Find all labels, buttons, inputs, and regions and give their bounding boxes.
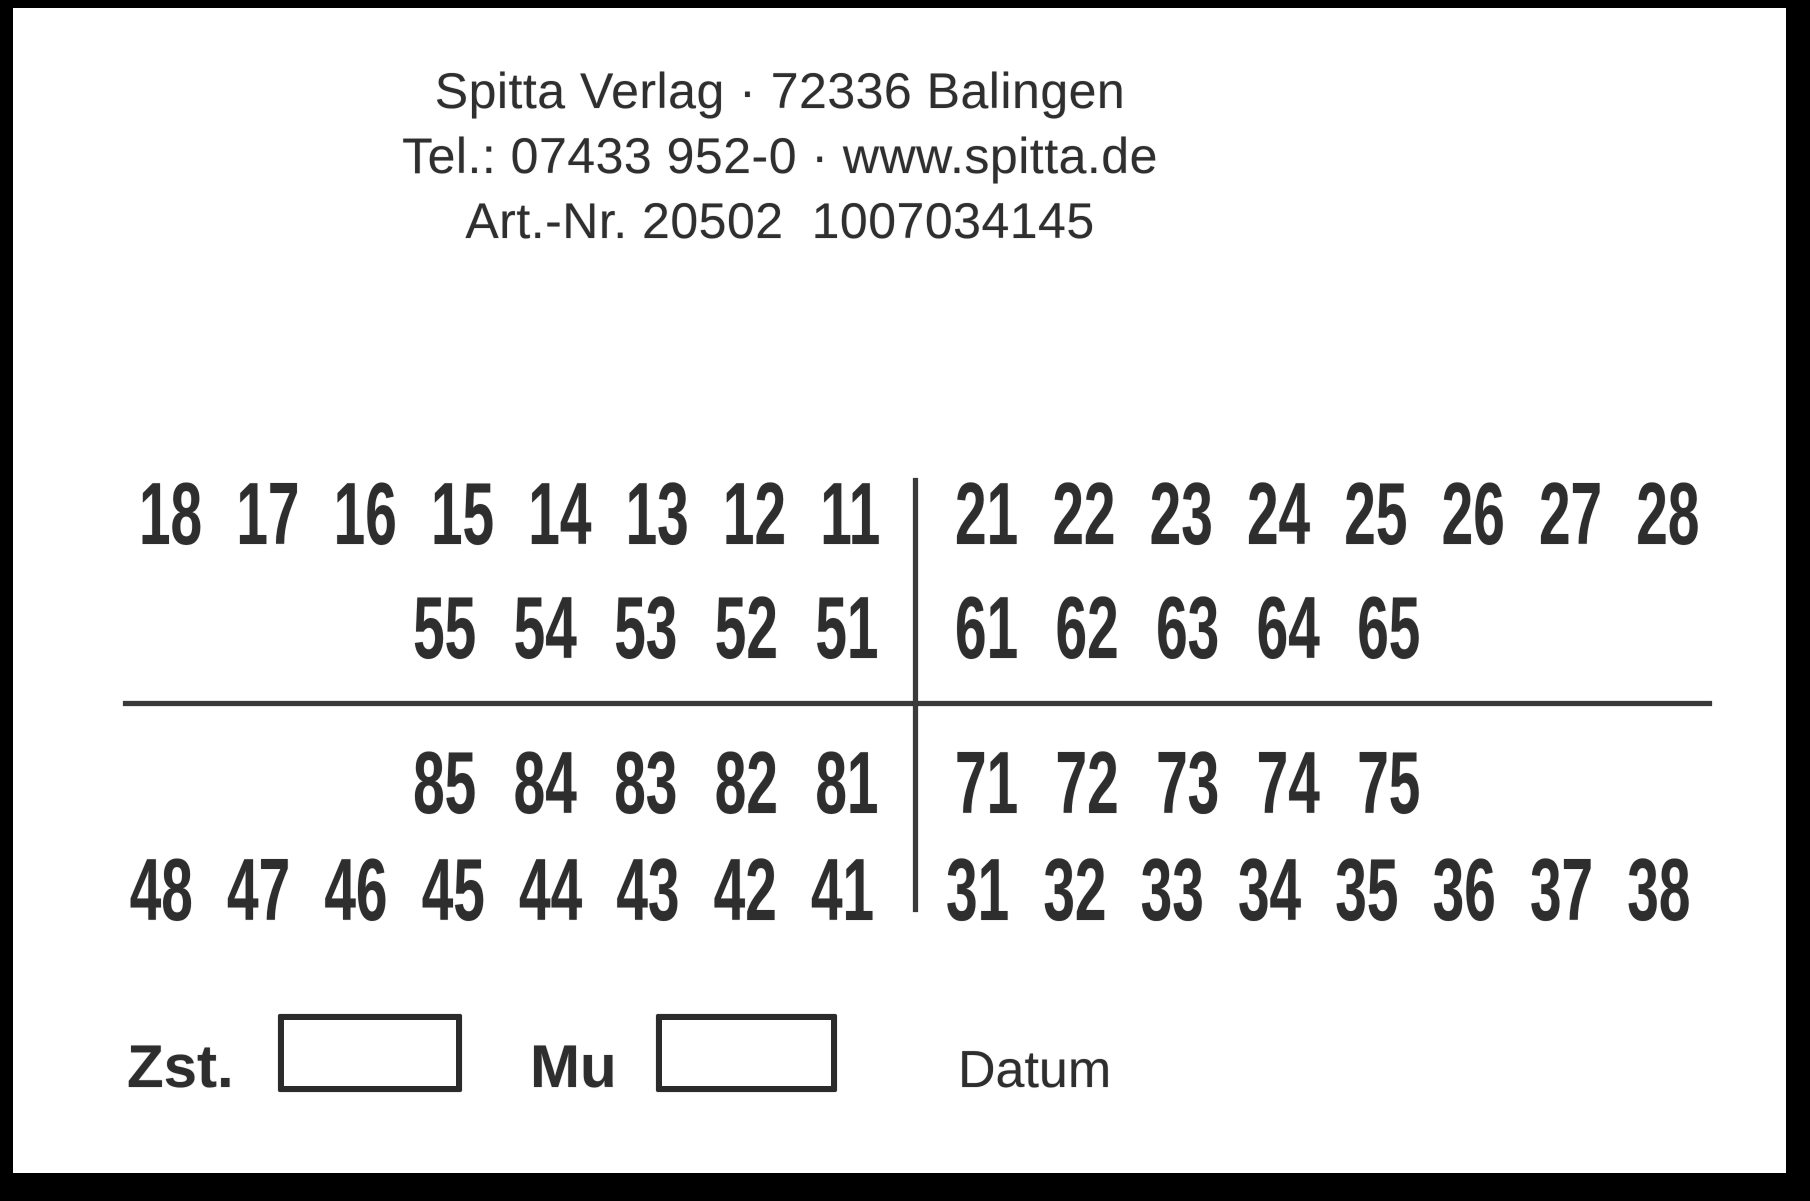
tooth-73: 73 bbox=[1156, 733, 1220, 832]
zst-field-box bbox=[278, 1014, 462, 1092]
tooth-61: 61 bbox=[955, 578, 1019, 677]
tooth-38: 38 bbox=[1627, 840, 1691, 939]
tooth-45: 45 bbox=[421, 840, 485, 939]
tooth-55: 55 bbox=[412, 578, 476, 677]
tooth-65: 65 bbox=[1357, 578, 1421, 677]
tooth-25: 25 bbox=[1344, 464, 1408, 563]
tooth-26: 26 bbox=[1441, 464, 1505, 563]
tooth-42: 42 bbox=[713, 840, 777, 939]
contact-line: Tel.: 07433 952-0 · www.spitta.de bbox=[402, 128, 1158, 184]
quadrant-divider-vertical bbox=[913, 478, 918, 912]
tooth-47: 47 bbox=[226, 840, 291, 939]
tooth-81: 81 bbox=[814, 733, 878, 832]
tooth-35: 35 bbox=[1335, 840, 1399, 939]
tooth-11: 11 bbox=[819, 464, 880, 563]
card-header: Spitta Verlag · 72336 Balingen Tel.: 074… bbox=[13, 59, 1547, 254]
article-number-line: Art.-Nr. 20502 1007034145 bbox=[13, 189, 1547, 254]
tooth-15: 15 bbox=[430, 464, 494, 563]
tooth-28: 28 bbox=[1636, 464, 1700, 563]
dental-record-card: Spitta Verlag · 72336 Balingen Tel.: 074… bbox=[13, 8, 1786, 1173]
tooth-13: 13 bbox=[625, 464, 689, 563]
quadrant-lower-right-deciduous: 85 84 83 82 81 bbox=[413, 739, 878, 827]
serial-number: 1007034145 bbox=[811, 193, 1095, 249]
tooth-84: 84 bbox=[513, 733, 577, 832]
quadrant-upper-right-permanent: 18 17 16 15 14 13 12 11 bbox=[139, 470, 880, 558]
tooth-64: 64 bbox=[1256, 578, 1320, 677]
quadrant-lower-left-permanent: 31 32 33 34 35 36 37 38 bbox=[946, 846, 1690, 934]
quadrant-lower-right-permanent: 48 47 46 45 44 43 42 41 bbox=[130, 846, 874, 934]
mu-field-box bbox=[656, 1014, 837, 1092]
mu-label: Mu bbox=[530, 1033, 617, 1100]
tooth-18: 18 bbox=[138, 464, 202, 563]
tooth-53: 53 bbox=[613, 578, 677, 677]
tooth-22: 22 bbox=[1052, 464, 1116, 563]
tooth-41: 41 bbox=[810, 840, 874, 939]
tooth-24: 24 bbox=[1246, 464, 1311, 563]
tooth-85: 85 bbox=[412, 733, 476, 832]
tooth-71: 71 bbox=[955, 733, 1019, 832]
tooth-37: 37 bbox=[1529, 840, 1594, 939]
tooth-63: 63 bbox=[1156, 578, 1220, 677]
tooth-17: 17 bbox=[236, 464, 300, 563]
quadrant-lower-left-deciduous: 71 72 73 74 75 bbox=[955, 739, 1420, 827]
tooth-23: 23 bbox=[1149, 464, 1213, 563]
tooth-82: 82 bbox=[714, 733, 778, 832]
quadrant-upper-left-deciduous: 61 62 63 64 65 bbox=[955, 584, 1420, 672]
tooth-72: 72 bbox=[1055, 733, 1119, 832]
tooth-83: 83 bbox=[613, 733, 677, 832]
tooth-52: 52 bbox=[714, 578, 778, 677]
tooth-48: 48 bbox=[129, 840, 193, 939]
tooth-46: 46 bbox=[324, 840, 388, 939]
quadrant-upper-right-deciduous: 55 54 53 52 51 bbox=[413, 584, 878, 672]
tooth-16: 16 bbox=[333, 464, 397, 563]
tooth-44: 44 bbox=[518, 840, 583, 939]
article-number: Art.-Nr. 20502 bbox=[465, 193, 784, 249]
tooth-43: 43 bbox=[616, 840, 680, 939]
zst-label: Zst. bbox=[127, 1033, 234, 1100]
tooth-12: 12 bbox=[722, 464, 786, 563]
tooth-34: 34 bbox=[1237, 840, 1302, 939]
tooth-27: 27 bbox=[1538, 464, 1603, 563]
tooth-31: 31 bbox=[946, 840, 1010, 939]
tooth-51: 51 bbox=[814, 578, 878, 677]
tooth-36: 36 bbox=[1432, 840, 1496, 939]
publisher-line: Spitta Verlag · 72336 Balingen bbox=[434, 63, 1126, 119]
tooth-54: 54 bbox=[513, 578, 577, 677]
tooth-32: 32 bbox=[1043, 840, 1107, 939]
tooth-33: 33 bbox=[1140, 840, 1204, 939]
tooth-74: 74 bbox=[1256, 733, 1320, 832]
tooth-14: 14 bbox=[528, 464, 592, 563]
tooth-62: 62 bbox=[1055, 578, 1119, 677]
quadrant-upper-left-permanent: 21 22 23 24 25 26 27 28 bbox=[955, 470, 1699, 558]
datum-label: Datum bbox=[958, 1041, 1112, 1099]
tooth-75: 75 bbox=[1357, 733, 1421, 832]
tooth-21: 21 bbox=[955, 464, 1019, 563]
